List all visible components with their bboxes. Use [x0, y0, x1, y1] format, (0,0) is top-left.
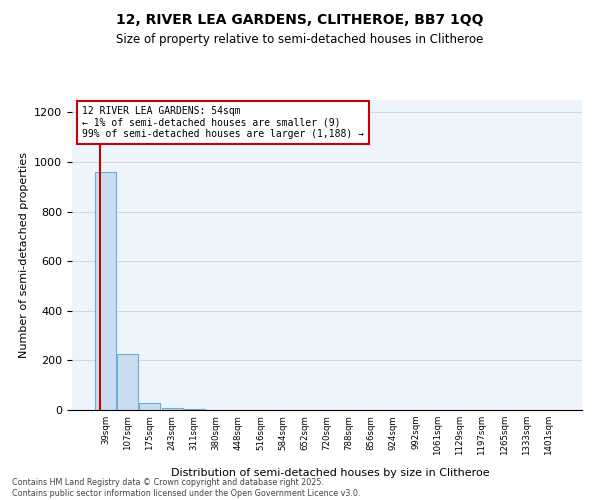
Bar	[95, 172, 116, 410]
Y-axis label: Number of semi-detached properties: Number of semi-detached properties	[19, 152, 29, 358]
Bar	[139, 402, 160, 410]
Bar	[161, 408, 182, 410]
Text: 12 RIVER LEA GARDENS: 54sqm
← 1% of semi-detached houses are smaller (9)
99% of : 12 RIVER LEA GARDENS: 54sqm ← 1% of semi…	[82, 106, 364, 140]
Bar	[118, 354, 139, 410]
Text: Distribution of semi-detached houses by size in Clitheroe: Distribution of semi-detached houses by …	[170, 468, 490, 477]
Text: 12, RIVER LEA GARDENS, CLITHEROE, BB7 1QQ: 12, RIVER LEA GARDENS, CLITHEROE, BB7 1Q…	[116, 12, 484, 26]
Text: Size of property relative to semi-detached houses in Clitheroe: Size of property relative to semi-detach…	[116, 32, 484, 46]
Text: Contains HM Land Registry data © Crown copyright and database right 2025.
Contai: Contains HM Land Registry data © Crown c…	[12, 478, 361, 498]
